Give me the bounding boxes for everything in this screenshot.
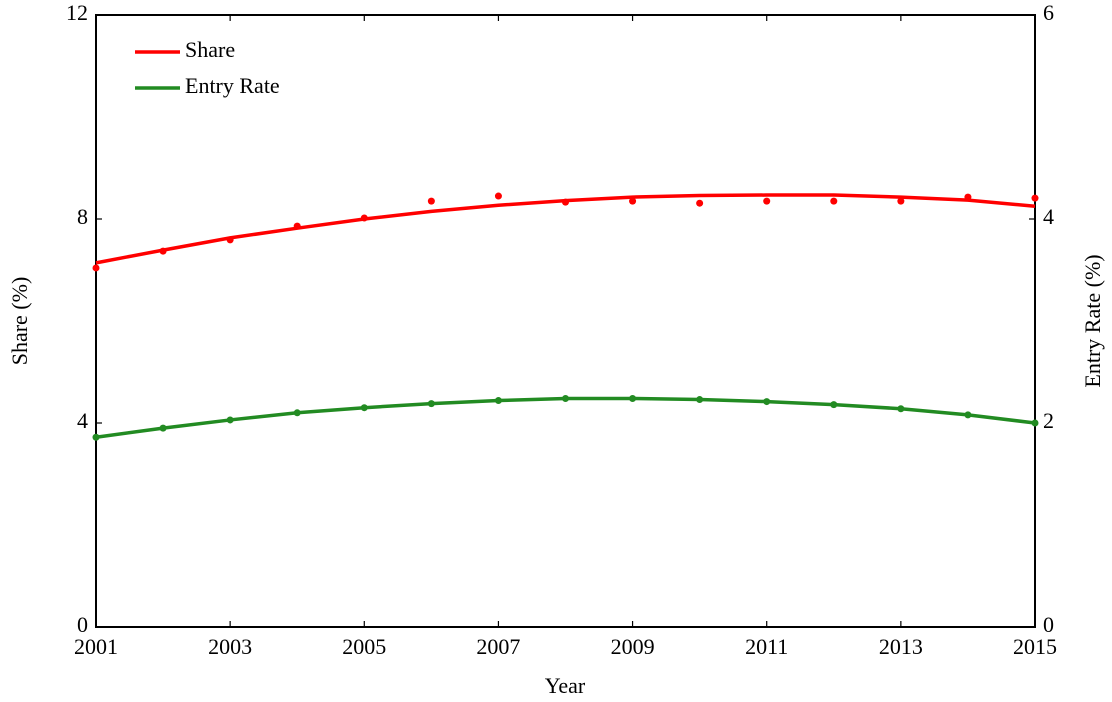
y-tick-label: 12 [66, 0, 88, 25]
x-tick-label: 2007 [476, 634, 520, 659]
data-point [92, 433, 100, 441]
data-point [897, 197, 905, 205]
data-point [293, 409, 301, 417]
y2-tick-label: 2 [1043, 408, 1054, 433]
data-point [696, 199, 704, 207]
legend-label: Entry Rate [185, 73, 280, 98]
data-point [92, 264, 100, 272]
data-point [1031, 194, 1039, 202]
data-point [830, 197, 838, 205]
data-point [226, 416, 234, 424]
series-line [95, 396, 1036, 440]
data-point [427, 197, 435, 205]
data-point [964, 193, 972, 201]
data-point [763, 398, 771, 406]
x-tick-label: 2001 [74, 634, 118, 659]
data-point [159, 247, 167, 255]
y-tick-label: 0 [77, 612, 88, 637]
legend-label: Share [185, 37, 235, 62]
data-point [830, 401, 838, 409]
data-point [427, 400, 435, 408]
data-point [159, 424, 167, 432]
y2-tick-label: 0 [1043, 612, 1054, 637]
x-tick-label: 2015 [1013, 634, 1057, 659]
data-point [629, 395, 637, 403]
x-tick-label: 2003 [208, 634, 252, 659]
y2-axis-label: Entry Rate (%) [1080, 254, 1105, 387]
y2-tick-label: 6 [1043, 0, 1054, 25]
data-point [1031, 419, 1039, 427]
data-point [629, 197, 637, 205]
data-point [897, 405, 905, 413]
x-tick-label: 2009 [611, 634, 655, 659]
data-point [562, 395, 569, 403]
x-axis-label: Year [545, 673, 586, 698]
x-tick-label: 2011 [745, 634, 788, 659]
y-axis-label: Share (%) [7, 277, 32, 366]
data-point [360, 214, 368, 222]
data-point [696, 396, 704, 404]
data-point [494, 192, 502, 200]
y-tick-label: 8 [77, 204, 88, 229]
data-point [226, 236, 234, 244]
plot-frame [95, 14, 1036, 628]
data-point [763, 197, 771, 205]
x-tick-label: 2013 [879, 634, 923, 659]
y2-tick-label: 4 [1043, 204, 1054, 229]
data-point [964, 411, 972, 419]
data-point [562, 198, 569, 206]
data-point [360, 404, 368, 412]
data-point [494, 397, 502, 405]
y-tick-label: 4 [77, 408, 88, 433]
x-tick-label: 2005 [342, 634, 386, 659]
data-point [293, 222, 301, 230]
